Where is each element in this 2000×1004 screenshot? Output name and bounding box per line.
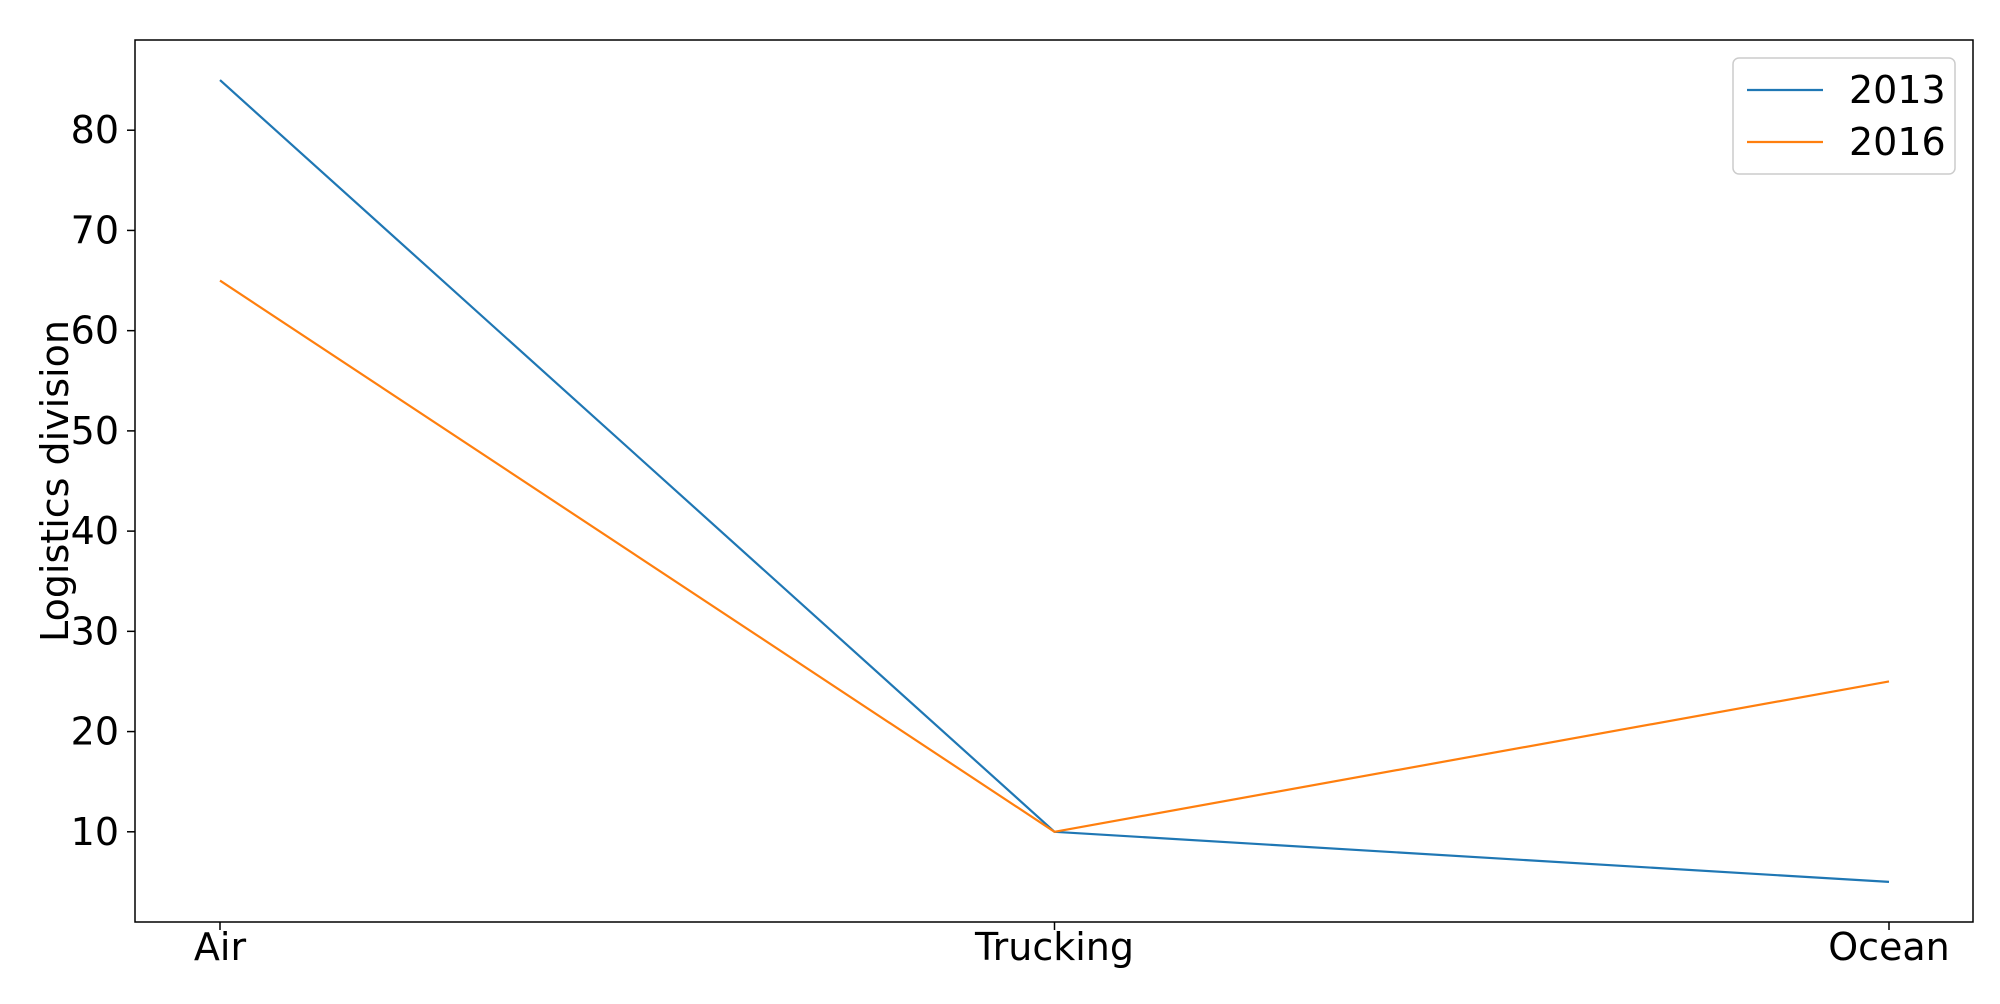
y-tick-label: 30 — [71, 609, 119, 653]
y-tick-label: 20 — [71, 710, 119, 754]
y-tick-label: 80 — [71, 108, 119, 152]
y-tick-label: 60 — [71, 309, 119, 353]
y-axis: 10 20 30 40 50 60 70 80 — [71, 108, 135, 854]
legend: 2013 2016 — [1733, 58, 1955, 174]
y-tick-label: 70 — [71, 208, 119, 252]
x-axis: Air Trucking Ocean — [194, 922, 1950, 969]
legend-label-2013: 2013 — [1849, 68, 1946, 112]
x-tick-label-air: Air — [194, 925, 247, 969]
y-tick-label: 50 — [71, 409, 119, 453]
series-line-2016 — [220, 281, 1889, 832]
legend-label-2016: 2016 — [1849, 120, 1946, 164]
y-tick-label: 10 — [71, 810, 119, 854]
x-tick-label-trucking: Trucking — [974, 925, 1134, 969]
y-tick-label: 40 — [71, 509, 119, 553]
series-layer — [220, 80, 1889, 882]
plot-frame — [135, 40, 1973, 922]
x-tick-label-ocean: Ocean — [1828, 925, 1950, 969]
y-axis-label: Logistics division — [33, 320, 77, 642]
series-line-2013 — [220, 80, 1889, 882]
